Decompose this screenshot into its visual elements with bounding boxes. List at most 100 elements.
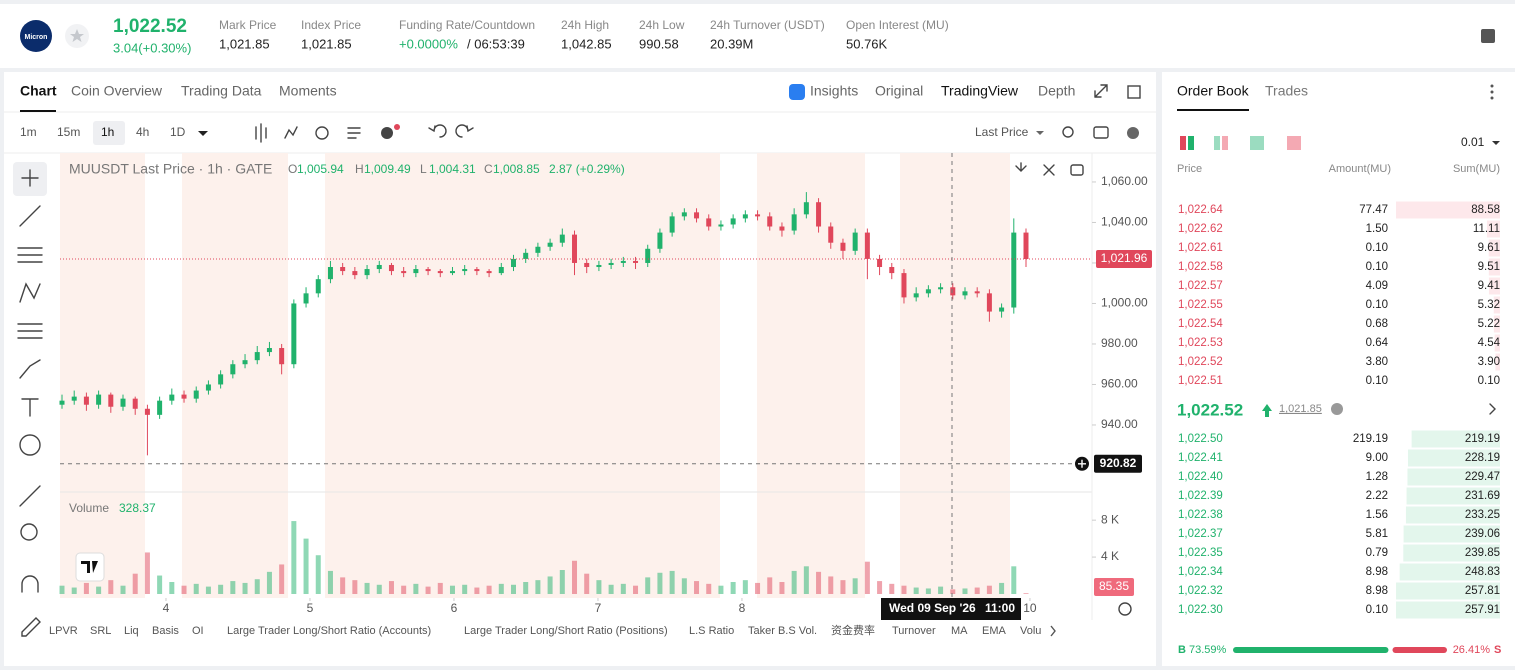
order-price[interactable]: 1,022.35: [1178, 547, 1223, 559]
crosshair-tool[interactable]: [21, 169, 39, 187]
zoom-tool[interactable]: [20, 523, 38, 541]
tab[interactable]: Trading Data: [181, 83, 262, 99]
interval[interactable]: 4h: [136, 125, 149, 139]
search-icon[interactable]: [1062, 126, 1074, 138]
order-price[interactable]: 1,022.62: [1178, 223, 1223, 235]
mode-asks[interactable]: [1287, 136, 1301, 150]
snapshot-icon[interactable]: [1093, 126, 1109, 139]
order-amount: 4.09: [1366, 280, 1388, 292]
chart-settings-icon[interactable]: [1118, 602, 1132, 616]
order-price[interactable]: 1,022.57: [1178, 280, 1223, 292]
order-price[interactable]: 1,022.53: [1178, 337, 1223, 349]
order-amount: 0.64: [1366, 337, 1389, 349]
indicator-tab[interactable]: OI: [192, 625, 204, 637]
order-price[interactable]: 1,022.37: [1178, 528, 1223, 540]
indicator-tab[interactable]: Volu: [1020, 625, 1041, 637]
order-price[interactable]: 1,022.39: [1178, 490, 1223, 502]
reset-button[interactable]: [1070, 164, 1084, 176]
view-tab[interactable]: TradingView: [941, 83, 1019, 99]
candle-body: [889, 267, 895, 274]
crosshair-date: Wed 09 Sep '26: [889, 601, 976, 615]
collapse-button[interactable]: [1043, 164, 1055, 176]
tab[interactable]: Coin Overview: [71, 83, 163, 99]
mode-split[interactable]: [1214, 136, 1220, 150]
tab[interactable]: Moments: [279, 83, 337, 99]
brush-tool[interactable]: [19, 359, 41, 379]
order-price[interactable]: 1,022.58: [1178, 261, 1223, 273]
candle-body: [986, 293, 992, 312]
replay-icon[interactable]: [315, 126, 329, 140]
candle-body: [157, 400, 163, 415]
view-tab[interactable]: Original: [875, 83, 923, 99]
volume-bar: [816, 571, 822, 594]
redo-icon[interactable]: [455, 124, 474, 138]
order-price[interactable]: 1,022.32: [1178, 585, 1223, 597]
order-price[interactable]: 1,022.54: [1178, 318, 1223, 330]
order-price[interactable]: 1,022.52: [1178, 356, 1223, 368]
pencil-tool[interactable]: [21, 617, 41, 637]
mode-both[interactable]: [1180, 136, 1186, 150]
indicator-icon[interactable]: [284, 126, 298, 139]
text-tool[interactable]: [21, 398, 39, 417]
template-icon[interactable]: [347, 127, 361, 139]
fib-tool[interactable]: [17, 247, 43, 263]
order-price[interactable]: 1,022.55: [1178, 299, 1223, 311]
order-price[interactable]: 1,022.64: [1178, 204, 1223, 216]
order-sum: 3.90: [1478, 356, 1500, 368]
scroll-button[interactable]: [1015, 162, 1027, 172]
notes-icon[interactable]: [1481, 29, 1495, 43]
candle-type-icon[interactable]: [255, 123, 267, 143]
tab[interactable]: Chart: [20, 83, 57, 99]
indicator-tab[interactable]: SRL: [90, 625, 111, 637]
indicator-tab[interactable]: 资金费率: [831, 623, 875, 637]
order-price[interactable]: 1,022.50: [1178, 433, 1223, 445]
view-tab[interactable]: Insights: [810, 83, 858, 99]
order-sum: 5.22: [1478, 318, 1500, 330]
indicator-tab[interactable]: Taker B.S Vol.: [748, 625, 817, 637]
indicator-tab[interactable]: Large Trader Long/Short Ratio (Positions…: [464, 625, 668, 637]
indicator-tab[interactable]: L.S Ratio: [689, 625, 734, 637]
settings-icon[interactable]: [1127, 127, 1139, 139]
order-price[interactable]: 1,022.38: [1178, 509, 1223, 521]
order-price[interactable]: 1,022.51: [1178, 375, 1223, 387]
last-price: 1,022.52: [113, 16, 187, 37]
indicator-tab[interactable]: Large Trader Long/Short Ratio (Accounts): [227, 625, 431, 637]
precision[interactable]: 0.01: [1461, 135, 1485, 149]
indicator-tab[interactable]: MA: [951, 625, 968, 637]
indicator-tab[interactable]: Turnover: [892, 625, 936, 637]
add-icon[interactable]: [381, 127, 393, 139]
line-tool[interactable]: [19, 205, 41, 227]
candle-body: [962, 291, 968, 296]
window-icon[interactable]: [1127, 85, 1141, 99]
interval[interactable]: 15m: [57, 125, 80, 139]
ruler-tool[interactable]: [19, 485, 41, 507]
magnet-tool[interactable]: [21, 575, 39, 593]
orderbook-tab[interactable]: Trades: [1265, 83, 1308, 99]
indicator-tab[interactable]: Liq: [124, 625, 139, 637]
pattern-tool[interactable]: [19, 282, 41, 303]
order-price[interactable]: 1,022.41: [1178, 452, 1223, 464]
indicator-tab[interactable]: EMA: [982, 625, 1007, 637]
indicator-scroll[interactable]: [1050, 625, 1056, 637]
undo-icon[interactable]: [428, 124, 447, 138]
order-price[interactable]: 1,022.40: [1178, 471, 1223, 483]
interval[interactable]: 1h: [101, 125, 114, 139]
expand-icon[interactable]: [1094, 84, 1108, 98]
orderbook-tab[interactable]: Order Book: [1177, 83, 1250, 99]
interval[interactable]: 1D: [170, 125, 186, 139]
projection-tool[interactable]: [17, 323, 43, 339]
emoji-tool[interactable]: [19, 434, 41, 456]
interval[interactable]: 1m: [20, 125, 37, 139]
indicator-tab[interactable]: Basis: [152, 625, 179, 637]
indicator-tab[interactable]: LPVR: [49, 625, 78, 637]
x-tick-label: 7: [595, 601, 602, 615]
mode-bids[interactable]: [1250, 136, 1264, 150]
more-dot[interactable]: [1490, 84, 1494, 88]
order-price[interactable]: 1,022.34: [1178, 566, 1223, 578]
session-band: [182, 153, 288, 598]
order-price[interactable]: 1,022.61: [1178, 242, 1223, 254]
order-price[interactable]: 1,022.30: [1178, 604, 1223, 616]
view-tab[interactable]: Depth: [1038, 83, 1075, 99]
price-source[interactable]: Last Price: [975, 125, 1029, 139]
chevron[interactable]: [1489, 403, 1496, 415]
